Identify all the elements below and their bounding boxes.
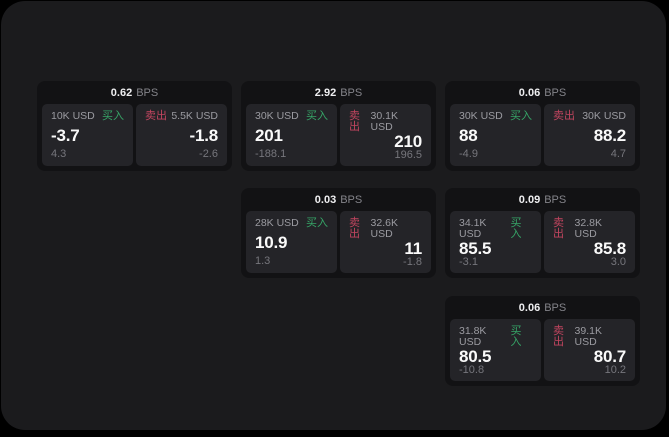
bps-header: 0.06 BPS bbox=[445, 81, 640, 104]
buy-price: 85.5 bbox=[459, 239, 492, 258]
bps-header: 2.92 BPS bbox=[241, 81, 436, 104]
buy-price: 201 bbox=[255, 126, 283, 145]
sell-price: 88.2 bbox=[593, 126, 626, 145]
buy-cell[interactable]: 30K USD 买入 201 -188.1 bbox=[246, 104, 337, 166]
sell-cell[interactable]: 卖出 30K USD 88.2 4.7 bbox=[544, 104, 635, 166]
bps-value: 0.62 bbox=[110, 86, 133, 99]
sell-cell[interactable]: 卖出 32.8K USD 85.8 3.0 bbox=[544, 211, 635, 273]
sell-size: 32.6K USD bbox=[370, 217, 398, 240]
sell-label: 卖出 bbox=[349, 217, 360, 240]
sell-price: 11 bbox=[404, 239, 422, 258]
buy-size: 31.8K USD bbox=[459, 325, 487, 348]
sell-label: 卖出 bbox=[553, 217, 564, 240]
bps-value: 2.92 bbox=[314, 86, 337, 99]
sell-cell[interactable]: 卖出 30.1K USD 210 196.5 bbox=[340, 104, 431, 166]
bps-value: 0.03 bbox=[314, 193, 337, 206]
bps-unit: BPS bbox=[340, 193, 363, 206]
sell-delta: 10.2 bbox=[604, 364, 626, 376]
sell-size: 30K USD bbox=[582, 110, 626, 122]
buy-delta: -10.8 bbox=[459, 364, 485, 376]
quote-card: 2.92 BPS 30K USD 买入 201 -188.1 卖出 30.1K … bbox=[241, 81, 436, 171]
sell-price: -1.8 bbox=[189, 126, 219, 145]
sell-delta: 4.7 bbox=[610, 148, 626, 160]
bps-value: 0.06 bbox=[518, 86, 541, 99]
sell-cell[interactable]: 卖出 39.1K USD 80.7 10.2 bbox=[544, 319, 635, 381]
bps-unit: BPS bbox=[340, 86, 363, 99]
sell-price: 80.7 bbox=[593, 347, 626, 366]
buy-price: -3.7 bbox=[51, 126, 80, 145]
sell-label: 卖出 bbox=[553, 110, 575, 122]
buy-size: 30K USD bbox=[255, 110, 299, 122]
buy-cell[interactable]: 34.1K USD 买入 85.5 -3.1 bbox=[450, 211, 541, 273]
bps-header: 0.03 BPS bbox=[241, 188, 436, 211]
buy-delta: -3.1 bbox=[459, 256, 478, 268]
sell-delta: -1.8 bbox=[403, 256, 422, 268]
buy-cell[interactable]: 28K USD 买入 10.9 1.3 bbox=[246, 211, 337, 273]
buy-size: 28K USD bbox=[255, 217, 299, 229]
buy-delta: -4.9 bbox=[459, 148, 478, 160]
quote-card: 0.06 BPS 30K USD 买入 88 -4.9 卖出 30K USD 8… bbox=[445, 81, 640, 171]
buy-label: 买入 bbox=[306, 110, 328, 122]
buy-delta: 1.3 bbox=[255, 255, 271, 267]
buy-label: 买入 bbox=[306, 217, 328, 229]
sell-cell[interactable]: 卖出 5.5K USD -1.8 -2.6 bbox=[136, 104, 227, 166]
sell-size: 30.1K USD bbox=[370, 110, 398, 133]
bps-unit: BPS bbox=[544, 193, 567, 206]
sell-size: 32.8K USD bbox=[574, 217, 602, 240]
buy-size: 34.1K USD bbox=[459, 217, 487, 240]
sell-cell[interactable]: 卖出 32.6K USD 11 -1.8 bbox=[340, 211, 431, 273]
quote-card: 0.09 BPS 34.1K USD 买入 85.5 -3.1 卖出 32.8K… bbox=[445, 188, 640, 278]
sell-delta: -2.6 bbox=[199, 148, 218, 160]
buy-price: 10.9 bbox=[255, 233, 288, 252]
buy-price: 88 bbox=[459, 126, 478, 145]
bps-unit: BPS bbox=[544, 301, 567, 314]
buy-delta: 4.3 bbox=[51, 148, 67, 160]
bps-value: 0.09 bbox=[518, 193, 541, 206]
sell-size: 5.5K USD bbox=[171, 110, 218, 122]
quote-card: 0.06 BPS 31.8K USD 买入 80.5 -10.8 卖出 39.1… bbox=[445, 296, 640, 386]
buy-label: 买入 bbox=[510, 110, 532, 122]
sell-price: 210 bbox=[394, 132, 422, 151]
buy-delta: -188.1 bbox=[255, 148, 287, 160]
sell-delta: 3.0 bbox=[610, 256, 626, 268]
quote-card: 0.62 BPS 10K USD 买入 -3.7 4.3 卖出 5.5K USD… bbox=[37, 81, 232, 171]
sell-price: 85.8 bbox=[593, 239, 626, 258]
sell-delta: 196.5 bbox=[394, 149, 422, 161]
sell-label: 卖出 bbox=[349, 110, 360, 133]
buy-cell[interactable]: 10K USD 买入 -3.7 4.3 bbox=[42, 104, 133, 166]
buy-cell[interactable]: 31.8K USD 买入 80.5 -10.8 bbox=[450, 319, 541, 381]
sell-size: 39.1K USD bbox=[574, 325, 602, 348]
buy-label: 买入 bbox=[102, 110, 124, 122]
bps-unit: BPS bbox=[136, 86, 159, 99]
bps-unit: BPS bbox=[544, 86, 567, 99]
quote-card: 0.03 BPS 28K USD 买入 10.9 1.3 卖出 32.6K US… bbox=[241, 188, 436, 278]
bps-header: 0.62 BPS bbox=[37, 81, 232, 104]
buy-price: 80.5 bbox=[459, 347, 492, 366]
sell-label: 卖出 bbox=[145, 110, 167, 122]
quotes-panel: 0.62 BPS 10K USD 买入 -3.7 4.3 卖出 5.5K USD… bbox=[1, 1, 666, 430]
buy-size: 10K USD bbox=[51, 110, 95, 122]
buy-size: 30K USD bbox=[459, 110, 503, 122]
buy-label: 买入 bbox=[510, 217, 522, 240]
bps-header: 0.09 BPS bbox=[445, 188, 640, 211]
bps-header: 0.06 BPS bbox=[445, 296, 640, 319]
bps-value: 0.06 bbox=[518, 301, 541, 314]
buy-cell[interactable]: 30K USD 买入 88 -4.9 bbox=[450, 104, 541, 166]
buy-label: 买入 bbox=[510, 325, 522, 348]
sell-label: 卖出 bbox=[553, 325, 564, 348]
